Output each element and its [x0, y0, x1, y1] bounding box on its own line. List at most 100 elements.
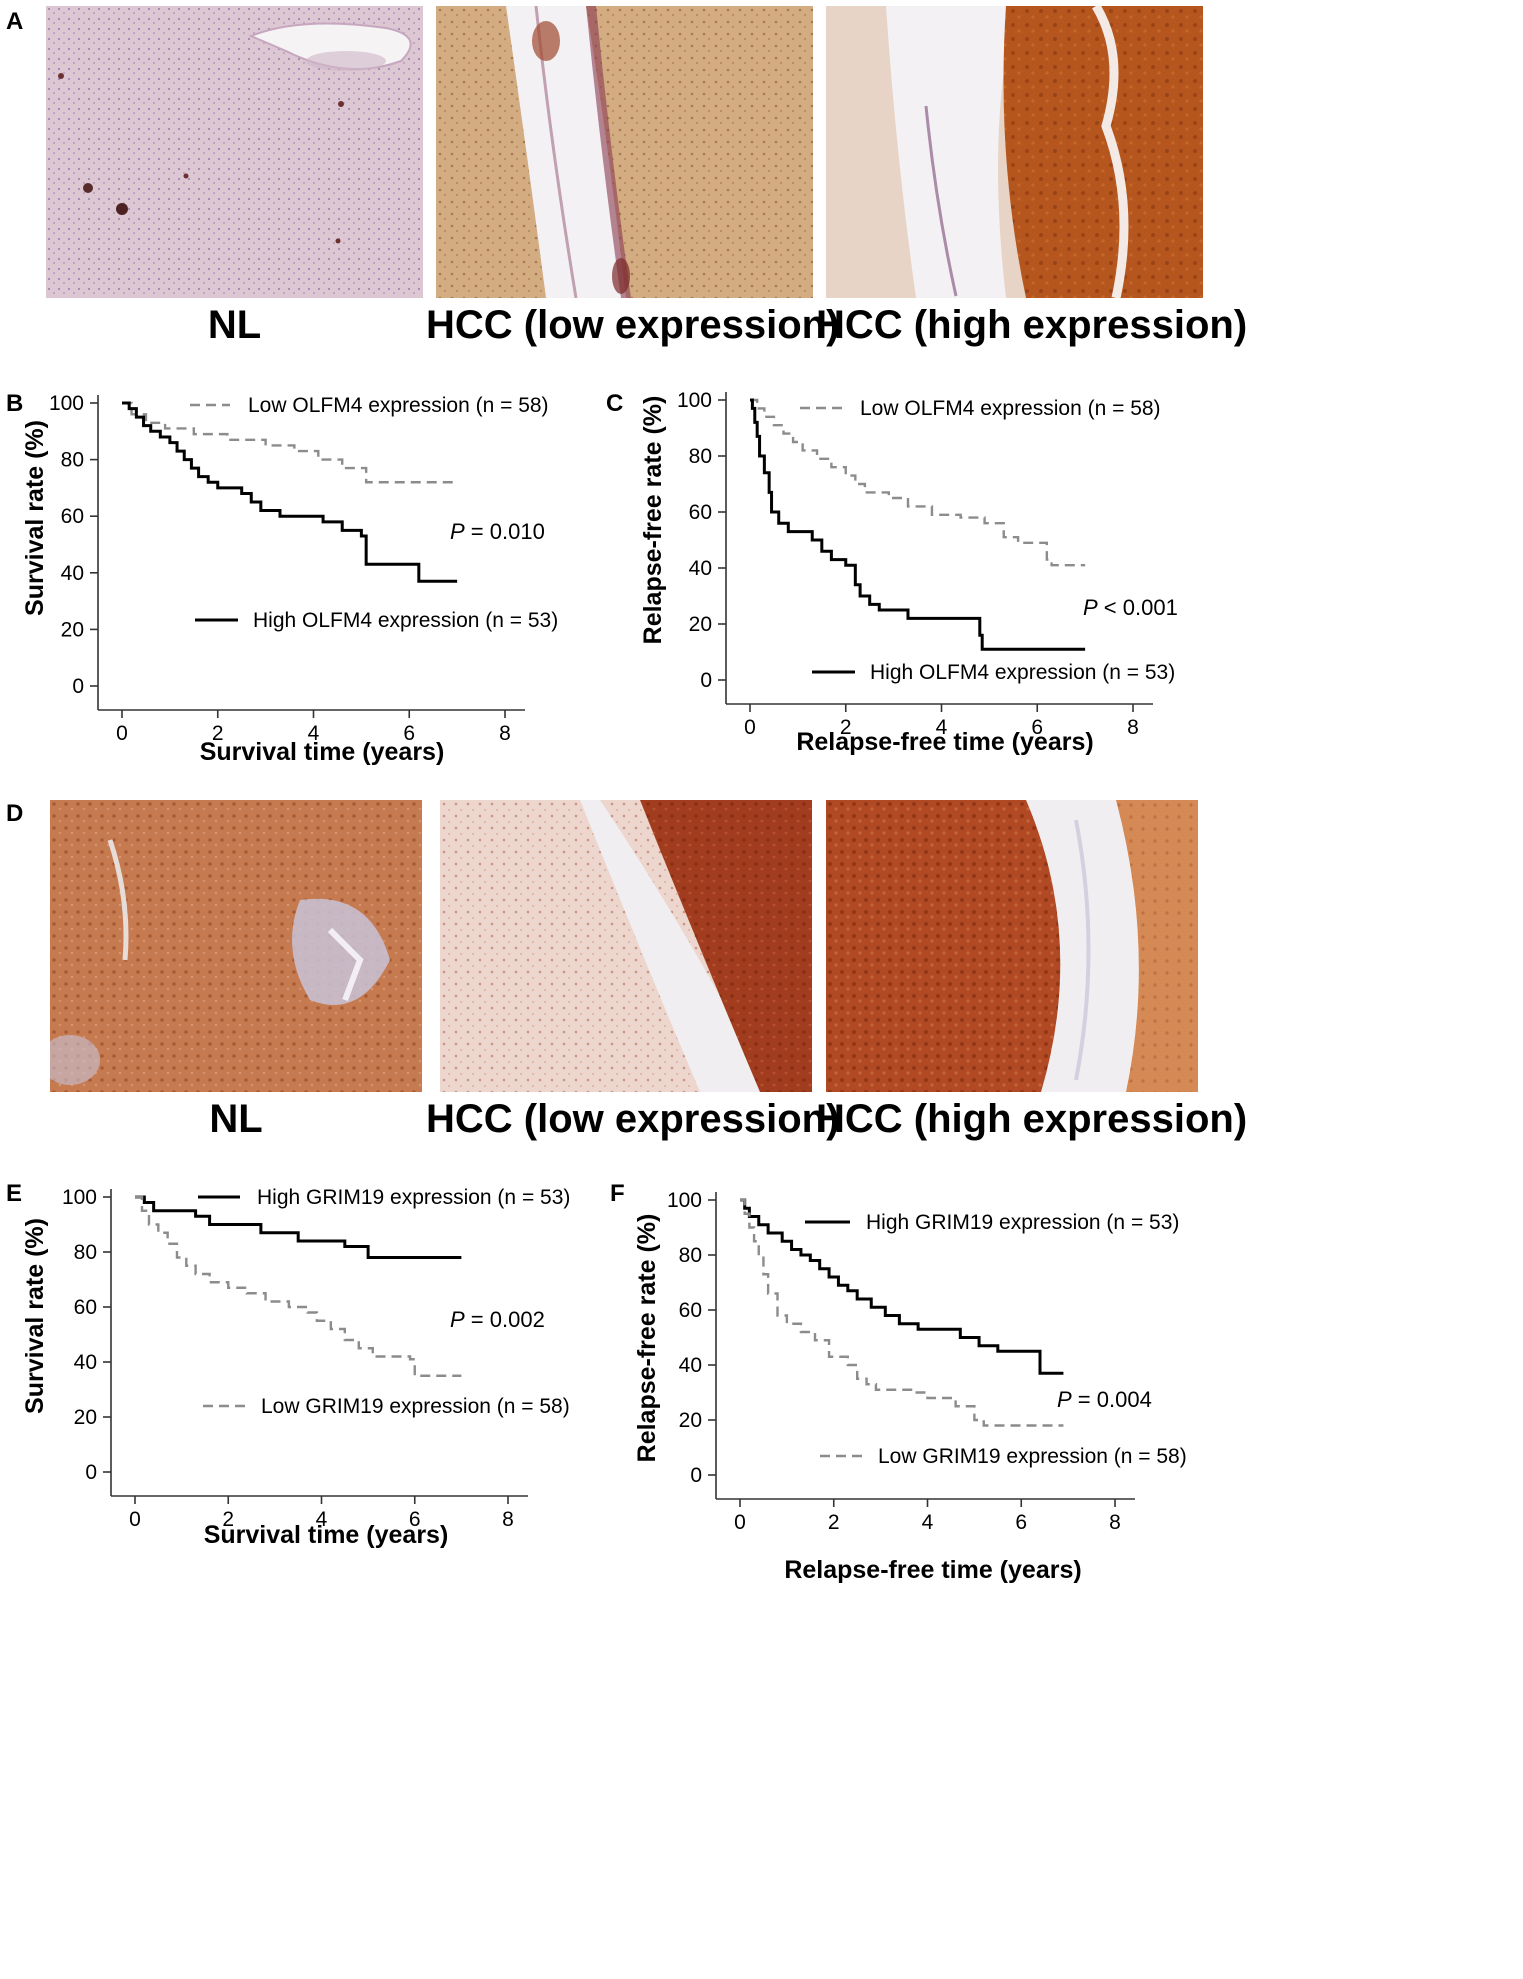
legend-label: Low OLFM4 expression (n = 58) [248, 394, 549, 417]
x-tick-label: 8 [502, 1508, 514, 1531]
micrograph-d-hcc-low-image [440, 800, 812, 1092]
x-tick-label: 8 [499, 722, 511, 745]
series-line [135, 1195, 462, 1377]
x-tick-label: 0 [744, 716, 756, 739]
p-value-text: = 0.010 [465, 519, 545, 544]
series-line [122, 401, 458, 484]
caption-d-hcc-high: HCC (high expression) [816, 1097, 1248, 1141]
y-tick-label: 20 [74, 1406, 97, 1429]
panel-letter-e: E [6, 1180, 23, 1207]
series-line [750, 398, 1086, 651]
y-tick-label: 40 [679, 1354, 702, 1377]
x-tick-label: 4 [936, 716, 948, 739]
series-line [122, 401, 458, 583]
y-tick-label: 0 [700, 669, 712, 692]
y-tick-label: 40 [61, 562, 84, 585]
chart-b: 0 20 40 60 80 100 0 2 4 6 8 Survival time (years) Su… [0, 370, 600, 780]
legend-label: Low GRIM19 expression (n = 58) [261, 1395, 570, 1418]
y-tick-label: 60 [74, 1296, 97, 1319]
y-tick-label: 100 [667, 1189, 702, 1212]
p-value-text: = 0.004 [1072, 1387, 1152, 1412]
y-tick-label: 60 [679, 1299, 702, 1322]
x-tick-label: 8 [1127, 716, 1139, 739]
p-value-annotation: P = 0.002 [450, 1307, 545, 1332]
y-tick-label: 80 [689, 445, 712, 468]
legend-label: High GRIM19 expression (n = 53) [866, 1211, 1179, 1234]
p-value-symbol: P [450, 1307, 465, 1332]
x-tick-label: 2 [840, 716, 852, 739]
micrograph-d-hcc-high [826, 800, 1198, 1092]
panel-letter-d: D [6, 800, 24, 827]
series-line [750, 398, 1086, 567]
x-axis-label: Relapse-free time (years) [784, 1556, 1081, 1584]
panel-letter-b: B [6, 390, 24, 417]
micrograph-a-hcc-high-image [826, 6, 1203, 298]
x-axis-label: Relapse-free time (years) [796, 728, 1093, 756]
caption-d-nl: NL [209, 1097, 263, 1141]
panel-letter-c: C [606, 390, 624, 417]
p-value-annotation: P = 0.004 [1057, 1387, 1152, 1412]
micrograph-d-nl-image [50, 800, 422, 1092]
p-value-symbol: P [450, 519, 465, 544]
legend-label: High GRIM19 expression (n = 53) [257, 1186, 570, 1209]
chart-e-svg: 0 20 40 60 80 100 0 2 4 6 8 Survival time (years) Su… [21, 1186, 570, 1549]
panel-letter-a: A [6, 8, 24, 35]
legend-label: Low OLFM4 expression (n = 58) [860, 397, 1161, 420]
y-tick-label: 20 [689, 613, 712, 636]
y-tick-label: 100 [677, 389, 712, 412]
x-tick-label: 2 [828, 1511, 840, 1534]
y-tick-label: 20 [679, 1409, 702, 1432]
micrograph-a-hcc-low [436, 6, 813, 298]
x-tick-label: 6 [409, 1508, 421, 1531]
x-tick-label: 6 [403, 722, 415, 745]
y-tick-label: 100 [49, 392, 84, 415]
micrograph-d-hcc-low [440, 800, 812, 1092]
x-tick-label: 4 [316, 1508, 328, 1531]
x-tick-label: 0 [116, 722, 128, 745]
y-tick-label: 60 [689, 501, 712, 524]
y-tick-label: 80 [74, 1241, 97, 1264]
x-tick-label: 4 [922, 1511, 934, 1534]
y-tick-label: 40 [74, 1351, 97, 1374]
legend-label: High OLFM4 expression (n = 53) [870, 661, 1175, 684]
panel-letter-f: F [610, 1180, 625, 1207]
series-line [740, 1198, 1064, 1375]
micrograph-a-nl [46, 6, 423, 298]
micrograph-a-nl-image [46, 6, 423, 298]
x-tick-label: 0 [734, 1511, 746, 1534]
chart-c-svg: 0 20 40 60 80 100 0 2 4 6 8 Relapse-free time (year… [639, 389, 1178, 756]
x-tick-label: 2 [222, 1508, 234, 1531]
y-axis-label: Relapse-free rate (%) [639, 396, 667, 645]
y-tick-label: 0 [690, 1464, 702, 1487]
series-line [135, 1195, 462, 1259]
micrograph-a-hcc-low-image [436, 6, 813, 298]
chart-f-svg: 0 20 40 60 80 100 0 2 4 6 8 Relapse-free time (year… [633, 1189, 1187, 1584]
legend-label: Low GRIM19 expression (n = 58) [878, 1445, 1187, 1468]
caption-a-hcc-low: HCC (low expression) [426, 303, 840, 347]
chart-c: 0 20 40 60 80 100 0 2 4 6 8 Relapse-free time (year… [600, 370, 1220, 780]
micrograph-d-hcc-high-image [826, 800, 1198, 1092]
chart-f: 0 20 40 60 80 100 0 2 4 6 8 Relapse-free time (year… [600, 1160, 1220, 1584]
y-axis-label: Relapse-free rate (%) [633, 1214, 661, 1463]
x-tick-label: 8 [1109, 1511, 1121, 1534]
y-tick-label: 0 [72, 675, 84, 698]
x-tick-label: 0 [129, 1508, 141, 1531]
legend-label: High OLFM4 expression (n = 53) [253, 609, 558, 632]
caption-a-hcc-high: HCC (high expression) [816, 303, 1248, 347]
x-tick-label: 4 [308, 722, 320, 745]
y-axis-label: Survival rate (%) [21, 1218, 49, 1414]
p-value-symbol: P [1083, 595, 1098, 620]
series-line [740, 1198, 1064, 1427]
y-tick-label: 40 [689, 557, 712, 580]
x-tick-label: 2 [212, 722, 224, 745]
y-tick-label: 80 [61, 449, 84, 472]
p-value-text: = 0.002 [465, 1307, 545, 1332]
micrograph-a-hcc-high [826, 6, 1203, 298]
p-value-symbol: P [1057, 1387, 1072, 1412]
caption-d-hcc-low: HCC (low expression) [426, 1097, 840, 1141]
y-tick-label: 100 [62, 1186, 97, 1209]
y-tick-label: 20 [61, 618, 84, 641]
chart-b-svg: 0 20 40 60 80 100 0 2 4 6 8 Survival time (years) Su… [21, 392, 558, 766]
micrograph-d-nl [50, 800, 422, 1092]
y-tick-label: 80 [679, 1244, 702, 1267]
